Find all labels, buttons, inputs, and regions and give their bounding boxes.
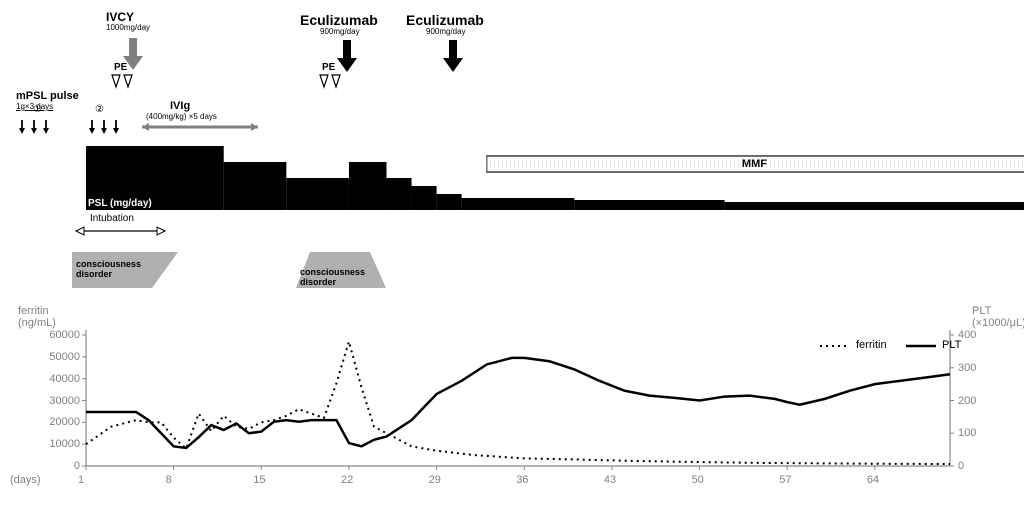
legend-ferritin: ferritin <box>856 339 887 351</box>
psl-dose-label: 60 <box>240 163 251 174</box>
ferritin-line <box>86 342 950 464</box>
plt-line <box>86 358 950 448</box>
ferritin-axis-label: ferritin (ng/mL) <box>18 305 56 329</box>
ferritin-tick: 0 <box>38 460 80 472</box>
plt-tick: 0 <box>958 460 964 472</box>
plt-tick: 100 <box>958 427 976 439</box>
day-tick: 64 <box>867 474 879 486</box>
day-tick: 15 <box>253 474 265 486</box>
day-tick: 50 <box>692 474 704 486</box>
day-tick: 8 <box>166 474 172 486</box>
ferritin-tick: 50000 <box>38 351 80 363</box>
eculizumab-1-title: Eculizumab <box>300 12 378 28</box>
legend-plt: PLT <box>942 339 961 351</box>
ivcy-title: IVCY <box>106 10 134 24</box>
psl-dose-label: 12.5 <box>625 201 644 212</box>
plt-axis-label: PLT (×1000/μL) <box>972 305 1024 329</box>
ferritin-tick: 20000 <box>38 416 80 428</box>
ivcy-sub: 1000mg/day <box>106 23 150 32</box>
mpsl-cycle-1: ① <box>33 104 42 115</box>
day-tick: 36 <box>516 474 528 486</box>
psl-bar <box>574 200 724 210</box>
ivig-title: IVIg <box>170 100 190 112</box>
psl-bar <box>462 198 575 210</box>
ferritin-tick: 30000 <box>38 395 80 407</box>
day-tick: 57 <box>779 474 791 486</box>
clinical-timeline-svg <box>0 0 1024 507</box>
psl-dose-label: 20 <box>446 197 457 208</box>
psl-dose-label: 40 <box>290 182 301 193</box>
plt-tick: 300 <box>958 362 976 374</box>
psl-dose-label: 80 <box>115 148 126 159</box>
pe1-title: PE <box>114 62 127 73</box>
mpsl-title: mPSL pulse <box>16 90 79 102</box>
day-tick: 1 <box>78 474 84 486</box>
consciousness-label: consciousness disorder <box>76 260 141 280</box>
day-tick: 22 <box>341 474 353 486</box>
consciousness-label: consciousness disorder <box>300 268 365 288</box>
psl-dose-label: 30 <box>420 189 431 200</box>
psl-dose-label: 40 <box>395 183 406 194</box>
intubation-label: Intubation <box>90 213 134 224</box>
eculizumab-1-sub: 900mg/day <box>320 27 360 36</box>
psl-axis-label: PSL (mg/day) <box>88 198 152 209</box>
x-axis-label: (days) <box>10 474 41 486</box>
ferritin-tick: 60000 <box>38 329 80 341</box>
ferritin-tick: 10000 <box>38 438 80 450</box>
psl-bar <box>224 162 287 210</box>
eculizumab-2-sub: 900mg/day <box>426 27 466 36</box>
psl-dose-label: 15 <box>505 201 516 212</box>
ferritin-tick: 40000 <box>38 373 80 385</box>
mmf-label: MMF <box>742 158 767 170</box>
ivig-sub: (400mg/kg) ×5 days <box>146 112 217 121</box>
day-tick: 43 <box>604 474 616 486</box>
mpsl-cycle-2: ② <box>95 104 104 115</box>
pe2-title: PE <box>322 62 335 73</box>
psl-dose-label: 60 <box>355 163 366 174</box>
day-tick: 29 <box>429 474 441 486</box>
psl-dose-label: 10 <box>800 201 811 212</box>
plt-tick: 200 <box>958 395 976 407</box>
psl-bar <box>725 202 1024 210</box>
eculizumab-2-title: Eculizumab <box>406 12 484 28</box>
